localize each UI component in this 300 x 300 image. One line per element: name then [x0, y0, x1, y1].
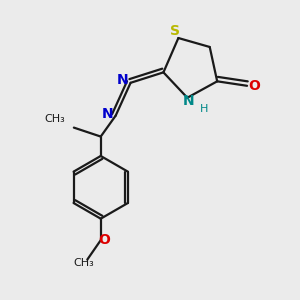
Text: S: S	[170, 24, 180, 38]
Text: N: N	[183, 94, 195, 108]
Text: CH₃: CH₃	[45, 114, 65, 124]
Text: N: N	[101, 107, 113, 121]
Text: N: N	[116, 74, 128, 87]
Text: CH₃: CH₃	[73, 258, 94, 268]
Text: O: O	[249, 79, 260, 93]
Text: H: H	[200, 104, 208, 114]
Text: O: O	[98, 233, 110, 247]
